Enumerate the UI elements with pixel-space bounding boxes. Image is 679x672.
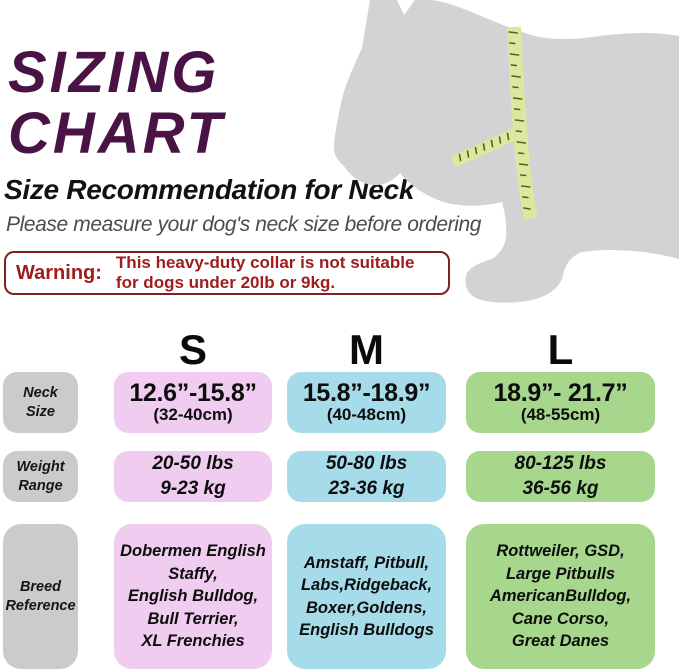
breed-list-l: Rottweiler, GSD, Large Pitbulls American…: [489, 542, 632, 651]
breed-reference-cell-s: Dobermen English Staffy, English Bulldog…: [114, 524, 272, 669]
neck-size-m-inches: 15.8”-18.9”: [302, 379, 431, 408]
row-label-breed-reference: Breed Reference: [3, 524, 78, 669]
measuring-tape-ticks: [458, 31, 531, 210]
size-header-m: M: [349, 326, 384, 373]
weight-range-l: 80-125 lbs 36-56 kg: [514, 453, 607, 499]
breed-reference-cell-m: Amstaff, Pitbull, Labs,Ridgeback, Boxer,…: [287, 524, 446, 669]
neck-size-m-cm: (40-48cm): [326, 405, 407, 425]
size-header-l: L: [547, 326, 574, 373]
measure-note: Please measure your dog's neck size befo…: [6, 213, 482, 236]
neck-size-cell-m: 15.8”-18.9” (40-48cm): [287, 372, 446, 433]
neck-size-cell-s: 12.6”-15.8” (32-40cm): [114, 372, 272, 433]
neck-size-s-cm: (32-40cm): [153, 405, 233, 425]
page-title-line1: SIZING: [8, 40, 220, 105]
breed-list-m: Amstaff, Pitbull, Labs,Ridgeback, Boxer,…: [299, 553, 434, 639]
dog-with-measuring-tape-graphic: [333, 0, 679, 303]
weight-range-m: 50-80 lbs 23-36 kg: [325, 453, 408, 499]
measuring-tape-branch: [450, 127, 520, 168]
neck-size-cell-l: 18.9”- 21.7” (48-55cm): [466, 372, 655, 433]
neck-size-s-inches: 12.6”-15.8”: [129, 379, 257, 408]
measuring-tape-main: [507, 26, 538, 221]
dog-illustration: [333, 0, 679, 315]
breed-list-s: Dobermen English Staffy, English Bulldog…: [120, 542, 266, 651]
breed-reference-cell-l: Rottweiler, GSD, Large Pitbulls American…: [466, 524, 655, 669]
row-label-weight-range: Weight Range: [3, 451, 78, 502]
weight-range-s: 20-50 lbs 9-23 kg: [152, 453, 234, 499]
page-title-line2: CHART: [8, 101, 225, 166]
page-subtitle: Size Recommendation for Neck: [4, 174, 415, 205]
neck-size-l-cm: (48-55cm): [520, 405, 601, 425]
warning-text: This heavy-duty collar is not suitable f…: [115, 253, 415, 292]
size-header-s: S: [178, 326, 207, 373]
weight-range-cell-s: 20-50 lbs 9-23 kg: [114, 451, 272, 502]
weight-range-cell-l: 80-125 lbs 36-56 kg: [466, 451, 655, 502]
warning-label: Warning:: [16, 261, 102, 284]
row-label-neck-size: Neck Size: [3, 372, 78, 433]
dog-silhouette: [333, 0, 679, 303]
warning-box: Warning: This heavy-duty collar is not s…: [4, 251, 450, 295]
weight-range-cell-m: 50-80 lbs 23-36 kg: [287, 451, 446, 502]
page-title: SIZING CHART: [8, 42, 225, 164]
neck-size-l-inches: 18.9”- 21.7”: [493, 379, 628, 408]
